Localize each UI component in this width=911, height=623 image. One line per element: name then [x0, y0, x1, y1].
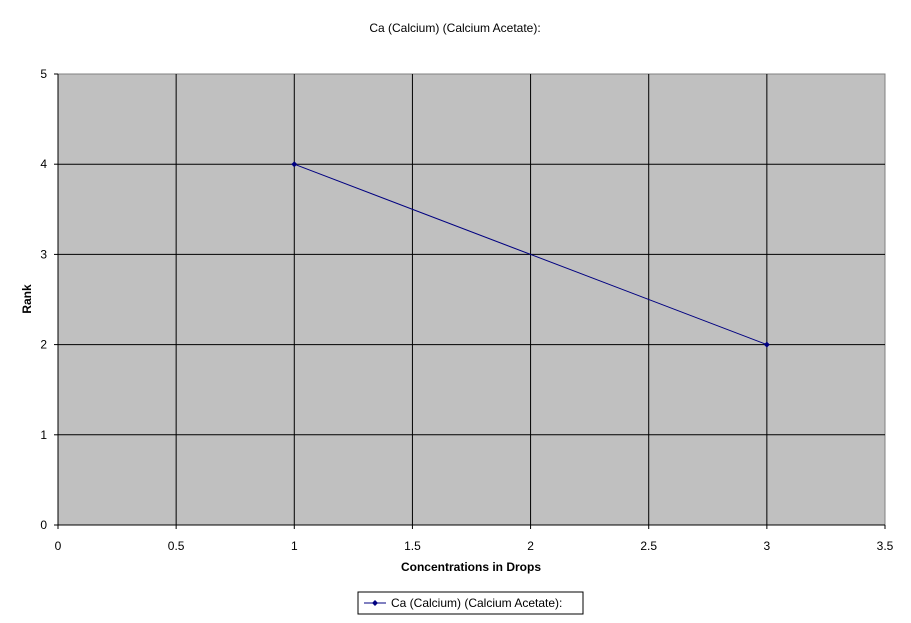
x-tick-label: 1.5 — [404, 539, 421, 553]
legend-box — [357, 591, 584, 615]
y-tick-label: 5 — [40, 67, 47, 81]
y-tick-label: 3 — [40, 247, 47, 261]
y-axis-title: Rank — [20, 284, 34, 314]
series-layer — [291, 161, 770, 348]
x-tick-label: 1 — [291, 539, 298, 553]
y-tick-label: 4 — [40, 157, 47, 171]
y-tick-label: 0 — [40, 518, 47, 532]
x-tick-label: 2.5 — [640, 539, 657, 553]
data-point-marker — [291, 161, 298, 168]
y-tick-label: 2 — [40, 338, 47, 352]
legend-series-label: Ca (Calcium) (Calcium Acetate): — [391, 596, 562, 610]
tick-labels: 0 0.5 1 1.5 2 2.5 3 3.5 0 1 2 3 4 5 — [40, 67, 893, 553]
x-tick-label: 3.5 — [877, 539, 894, 553]
legend-series-marker — [372, 600, 378, 606]
x-tick-label: 0.5 — [168, 539, 185, 553]
x-tick-label: 3 — [764, 539, 771, 553]
legend: Ca (Calcium) (Calcium Acetate): — [357, 591, 584, 615]
x-tick-label: 0 — [55, 539, 62, 553]
y-tick-label: 1 — [40, 428, 47, 442]
x-axis-title: Concentrations in Drops — [401, 560, 541, 574]
x-tick-label: 2 — [527, 539, 534, 553]
series-line — [294, 163, 768, 346]
plot-area — [57, 73, 886, 526]
chart-title: Ca (Calcium) (Calcium Acetate): — [369, 21, 540, 35]
data-point-marker — [763, 341, 770, 348]
